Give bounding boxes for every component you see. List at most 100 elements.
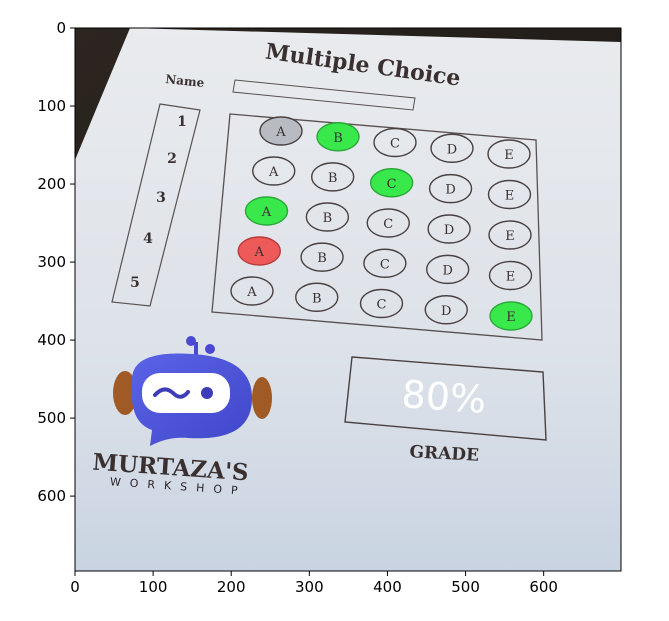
y-tick-label: 500	[37, 409, 66, 427]
bubble-letter: A	[268, 165, 279, 180]
answer-bubble: C	[373, 127, 417, 158]
bubble-letter: C	[383, 217, 393, 232]
grade-label: GRADE	[409, 442, 480, 466]
question-number: 1	[177, 114, 187, 130]
bubble-circle	[316, 122, 360, 152]
bubble-circle	[252, 156, 296, 186]
answer-bubble: E	[488, 220, 532, 250]
answer-bubble: C	[369, 168, 414, 198]
bubble-letter: B	[312, 291, 322, 306]
answer-bubble: D	[424, 295, 468, 325]
bubble-letter: D	[447, 142, 457, 157]
answer-bubble: C	[359, 288, 404, 319]
bubble-letter: D	[442, 263, 452, 278]
question-number: 3	[156, 190, 166, 206]
bubble-circle	[369, 168, 414, 198]
bubble-letter: C	[390, 137, 400, 152]
y-axis: 0 100 200 300 400 500 600	[37, 19, 75, 505]
y-tick-label: 600	[37, 487, 66, 505]
photo: Multiple Choice Name 1 2 3 4 5 A B C D EA B C D…	[75, 28, 621, 571]
x-tick-label: 0	[70, 578, 80, 596]
answer-bubbles: A B C D E A B C D E A B C D E A B C D E A B C D E	[230, 116, 533, 331]
bubble-circle	[428, 173, 473, 204]
x-tick-label: 200	[217, 578, 246, 596]
answer-bubble: A	[259, 116, 303, 146]
answer-bubble: A	[252, 156, 296, 186]
question-number: 2	[167, 151, 177, 167]
bubble-circle	[259, 116, 303, 146]
answer-bubble: D	[427, 214, 471, 244]
axes-frame	[74, 27, 622, 572]
question-number: 5	[130, 275, 140, 291]
bubble-letter: A	[254, 245, 265, 260]
grade-value: 80%	[400, 372, 487, 422]
bubble-letter: E	[506, 270, 516, 285]
bubble-circle	[305, 202, 350, 232]
answer-bubble: B	[300, 242, 344, 272]
answer-bubble: A	[237, 236, 281, 266]
bubble-letter: A	[246, 285, 257, 300]
answer-bubble: E	[487, 139, 531, 169]
name-field-box	[232, 79, 416, 111]
y-tick-label: 100	[37, 97, 66, 115]
bubble-circle	[487, 139, 531, 169]
x-tick-label: 100	[139, 578, 168, 596]
bubble-letter: D	[441, 304, 451, 319]
bubble-circle	[425, 254, 470, 285]
bubble-circle	[244, 196, 289, 226]
bubble-letter: B	[323, 211, 333, 226]
bubble-circle	[230, 276, 274, 306]
bubble-circle	[487, 179, 532, 210]
question-number-column	[111, 103, 201, 307]
answer-bubble: D	[430, 133, 474, 163]
grade-box	[344, 356, 547, 441]
bubble-circle	[373, 127, 417, 158]
y-tick-label: 0	[56, 19, 66, 37]
bubble-circle	[424, 295, 468, 325]
y-tick-label: 300	[37, 253, 66, 271]
bubble-letter: D	[445, 183, 455, 198]
bubble-letter: B	[333, 131, 343, 146]
x-tick-label: 400	[373, 578, 402, 596]
bubble-letter: E	[505, 189, 515, 204]
name-label: Name	[165, 72, 206, 90]
bubble-letter: C	[377, 298, 387, 313]
bubble-letter: B	[328, 171, 338, 186]
bubble-letter: E	[505, 229, 515, 244]
bubble-letter: B	[317, 251, 327, 266]
bubble-letter: A	[261, 205, 272, 220]
answer-grid-frame	[211, 113, 543, 341]
answer-bubble: A	[230, 276, 274, 306]
answer-bubble: A	[244, 196, 289, 226]
answer-bubble: B	[295, 282, 339, 312]
bubble-circle	[488, 220, 532, 250]
bubble-letter: C	[380, 257, 390, 272]
question-number: 4	[143, 231, 153, 247]
y-tick-label: 400	[37, 331, 66, 349]
bubble-circle	[310, 162, 355, 192]
answer-bubble: C	[363, 248, 407, 278]
bubble-circle	[430, 133, 474, 163]
x-tick-label: 500	[451, 578, 480, 596]
x-tick-label: 300	[295, 578, 324, 596]
bubble-circle	[488, 260, 533, 291]
bubble-circle	[366, 208, 410, 238]
answer-bubble: E	[488, 260, 533, 291]
answer-bubble: B	[316, 122, 360, 152]
robot-logo	[113, 336, 272, 446]
answer-bubble: D	[425, 254, 470, 285]
bubble-circle	[427, 214, 471, 244]
answer-bubble: E	[489, 301, 533, 331]
bubble-letter: A	[275, 125, 286, 140]
bubble-letter: C	[387, 177, 397, 192]
answer-bubble: B	[305, 202, 350, 232]
answer-bubble: D	[428, 173, 473, 204]
answer-bubble: C	[366, 208, 410, 238]
bubble-circle	[300, 242, 344, 272]
bubble-circle	[359, 288, 404, 319]
question-numbers: 1 2 3 4 5	[130, 114, 187, 291]
bubble-letter: E	[506, 310, 516, 325]
bubble-circle	[489, 301, 533, 331]
bubble-letter: D	[444, 223, 454, 238]
